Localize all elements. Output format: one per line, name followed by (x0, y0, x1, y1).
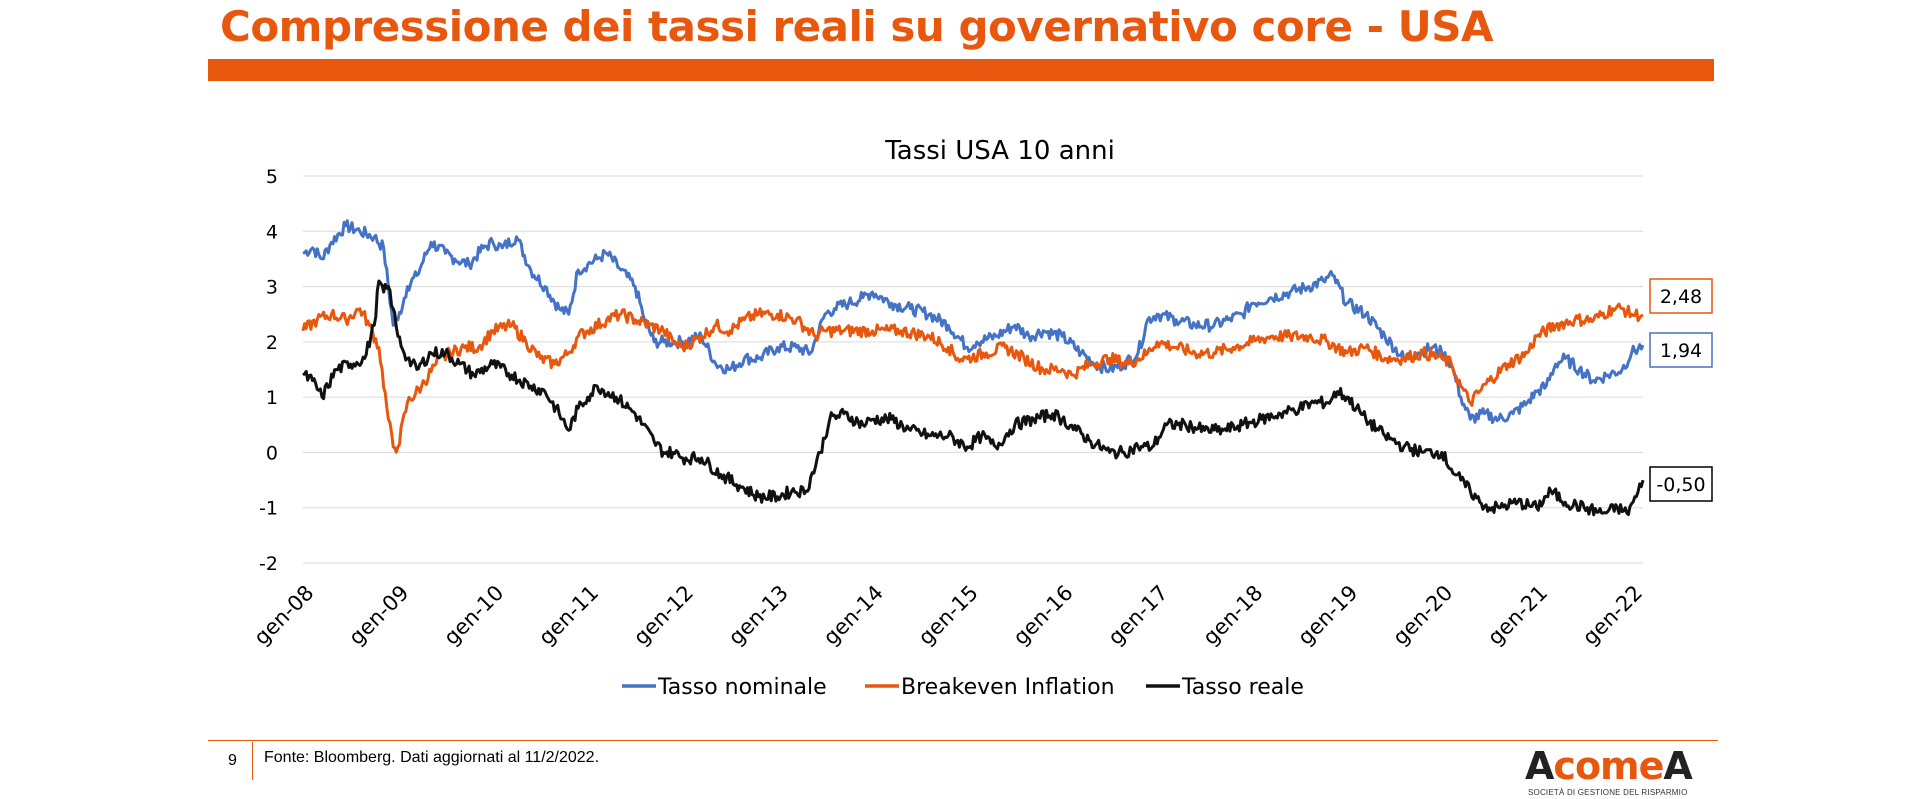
chart-title: Tassi USA 10 anni (884, 136, 1115, 166)
y-tick-label: 0 (266, 442, 278, 464)
page-number: 9 (228, 752, 237, 769)
x-tick-label: gen-09 (344, 581, 413, 650)
footer-separator (252, 742, 253, 780)
x-tick-label: gen-11 (534, 581, 603, 650)
end-value-label: 1,94 (1660, 340, 1702, 362)
acomea-logo: AcomeA SOCIETÀ DI GESTIONE DEL RISPARMIO (1525, 744, 1700, 798)
x-tick-label: gen-12 (629, 581, 698, 650)
y-tick-label: 5 (266, 166, 278, 188)
y-tick-label: 3 (266, 277, 278, 299)
series-line (301, 302, 1644, 454)
x-tick-label: gen-08 (249, 581, 318, 650)
x-tick-label: gen-22 (1578, 581, 1647, 650)
end-label-box (1649, 466, 1713, 502)
logo-wordmark: AcomeA (1525, 744, 1693, 788)
x-tick-label: gen-13 (724, 581, 793, 650)
y-axis-labels: 5 4 3 2 1 0 -1 -2 (259, 166, 278, 575)
legend-label: Tasso nominale (657, 675, 827, 700)
x-axis-labels: gen-08 gen-09 gen-10 gen-11 gen-12 gen-13 gen-… (249, 581, 1647, 650)
x-tick-label: gen-16 (1009, 581, 1078, 650)
source-note: Fonte: Bloomberg. Dati aggiornati al 11/… (264, 749, 600, 766)
legend-label: Tasso reale (1181, 675, 1304, 700)
y-tick-label: 4 (266, 221, 278, 243)
end-value-labels: 1,94 2,48 -0,50 (1649, 278, 1713, 502)
page-title: Compressione dei tassi reali su governat… (220, 2, 1494, 51)
x-tick-label: gen-17 (1103, 581, 1172, 650)
series-line (302, 219, 1645, 425)
y-tick-label: -1 (259, 498, 278, 520)
end-value-label: -0,50 (1656, 474, 1705, 496)
y-tick-label: 2 (266, 332, 278, 354)
x-tick-label: gen-19 (1293, 581, 1362, 650)
gridlines (303, 175, 1643, 564)
y-tick-label: -2 (259, 553, 278, 575)
x-tick-label: gen-10 (439, 581, 508, 650)
end-value-label: 2,48 (1660, 286, 1702, 308)
series-lines (301, 219, 1645, 517)
y-tick-label: 1 (266, 387, 278, 409)
x-tick-label: gen-14 (819, 581, 888, 650)
x-tick-label: gen-18 (1198, 581, 1267, 650)
series-line (302, 279, 1645, 517)
x-tick-label: gen-20 (1388, 581, 1457, 650)
x-tick-label: gen-21 (1483, 581, 1552, 650)
legend-label: Breakeven Inflation (901, 675, 1115, 700)
logo-tagline: SOCIETÀ DI GESTIONE DEL RISPARMIO (1528, 788, 1688, 797)
x-tick-label: gen-15 (914, 581, 983, 650)
title-accent-bar (208, 59, 1714, 81)
chart-legend: Tasso nominale Breakeven Inflation Tasso r… (622, 675, 1304, 700)
end-label-box (1649, 332, 1713, 368)
end-label-box (1649, 278, 1713, 314)
footer-rule (208, 740, 1718, 741)
